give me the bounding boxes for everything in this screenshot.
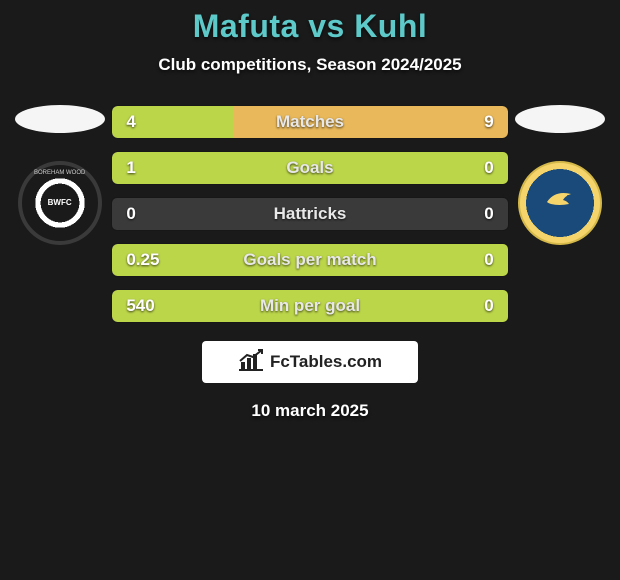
page-title: Mafuta vs Kuhl [0,8,620,45]
left-player-col: BOREHAM WOOD BWFC [8,105,111,245]
stat-value-right: 0 [438,296,508,316]
stat-label: Hattricks [182,204,437,224]
stat-value-right: 0 [438,204,508,224]
stat-value-left: 1 [112,158,182,178]
stat-value-right: 0 [438,158,508,178]
branding-badge: FcTables.com [202,341,418,383]
subtitle: Club competitions, Season 2024/2025 [0,55,620,75]
right-club-badge [518,161,602,245]
stat-bar: 1Goals0 [111,151,508,185]
stat-value-left: 0.25 [112,250,182,270]
stat-value-left: 540 [112,296,182,316]
stat-value-right: 9 [438,112,508,132]
stat-value-left: 0 [112,204,182,224]
right-player-col [509,105,612,245]
stat-value-right: 0 [438,250,508,270]
stat-bar: 4Matches9 [111,105,508,139]
right-badge-inner [520,163,600,243]
stat-label: Min per goal [182,296,437,316]
stat-bar: 540Min per goal0 [111,289,508,323]
left-badge-center-text: BWFC [22,165,98,241]
stat-bar: 0Hattricks0 [111,197,508,231]
root: Mafuta vs Kuhl Club competitions, Season… [0,0,620,421]
date-text: 10 march 2025 [0,401,620,421]
stat-bar: 0.25Goals per match0 [111,243,508,277]
bird-icon [545,188,575,219]
chart-icon [238,349,264,376]
stat-label: Matches [182,112,437,132]
stats-column: 4Matches91Goals00Hattricks00.25Goals per… [111,105,508,323]
stat-label: Goals per match [182,250,437,270]
left-player-photo-placeholder [15,105,105,133]
main-row: BOREHAM WOOD BWFC 4Matches91Goals00Hattr… [0,105,620,323]
branding-text: FcTables.com [270,352,382,372]
stat-value-left: 4 [112,112,182,132]
left-club-badge: BOREHAM WOOD BWFC [18,161,102,245]
right-player-photo-placeholder [515,105,605,133]
stat-label: Goals [182,158,437,178]
